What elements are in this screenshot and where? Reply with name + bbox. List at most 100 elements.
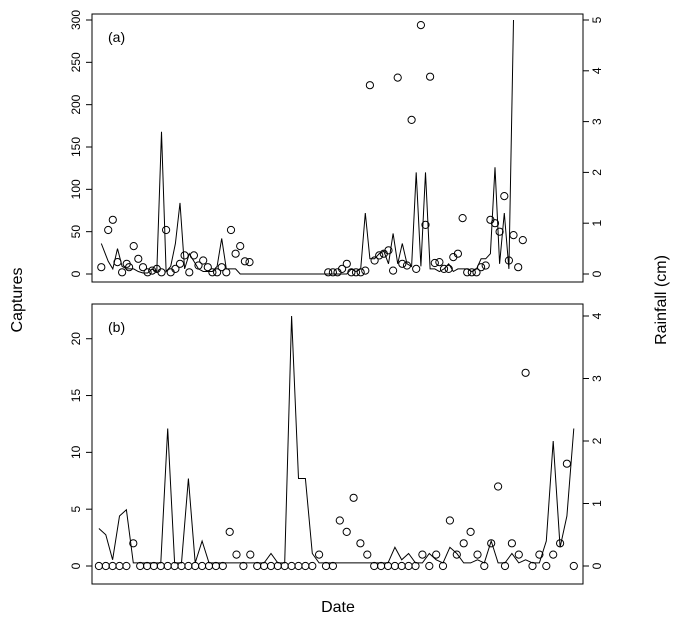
- x-axis-label-date: Date: [321, 599, 355, 616]
- panel-a-capture-point: [500, 192, 509, 201]
- panel-a-capture-point: [138, 263, 148, 272]
- panel-a-capture-point: [375, 251, 384, 260]
- panel-b-capture-point: [370, 561, 379, 571]
- panel-b-capture-point: [198, 561, 207, 571]
- panel-b-capture-point: [101, 561, 110, 571]
- panel-b-left-tick-label: 5: [69, 506, 83, 513]
- panel-a-capture-points: [97, 21, 527, 277]
- panel-a-capture-point: [185, 268, 194, 277]
- panel-b-capture-point: [425, 561, 434, 571]
- panel-a-rainfall-line: [100, 19, 514, 275]
- panel-b-capture-point: [500, 561, 510, 571]
- panel-b-capture-point: [315, 550, 324, 559]
- panel-b-capture-point: [569, 561, 578, 571]
- panel-b-capture-point: [542, 561, 551, 571]
- panel-a-capture-point: [389, 266, 398, 275]
- panel-b-capture-point: [218, 561, 227, 571]
- panel-b-capture-point: [184, 561, 193, 571]
- panel-a-capture-point: [213, 268, 222, 277]
- panel-a-capture-point: [402, 261, 412, 270]
- panel-a-capture-point: [129, 242, 138, 251]
- panel-a-capture-point: [435, 258, 444, 267]
- panel-b-capture-point: [521, 368, 530, 377]
- panel-a-right-tick-label: 1: [590, 220, 604, 227]
- panel-a-left-tick-label: 0: [69, 270, 83, 277]
- panel-a-capture-point: [222, 268, 231, 277]
- panel-a-left-tick-label: 200: [69, 94, 83, 114]
- panel-a-capture-point: [444, 264, 453, 273]
- panel-b-capture-point: [514, 550, 523, 559]
- panel-b-capture-point: [342, 527, 351, 537]
- panel-b-capture-point: [280, 561, 289, 571]
- panel-b-capture-point: [328, 561, 337, 571]
- panel-a-capture-point: [231, 249, 240, 258]
- panel-b-capture-point: [466, 527, 475, 537]
- panel-b-capture-point: [480, 561, 489, 571]
- panel-a-capture-point: [370, 256, 379, 265]
- panel-b-capture-point: [122, 561, 131, 571]
- panel-a-capture-point: [426, 72, 435, 81]
- panel-a-capture-point: [481, 261, 490, 270]
- panel-a-capture-point: [407, 115, 416, 125]
- panel-a-capture-point: [148, 266, 157, 275]
- panel-b-capture-point: [459, 539, 468, 548]
- panel-a-capture-point: [203, 263, 212, 272]
- panel-b-left-axis: 0 5 10 15 20: [69, 332, 93, 569]
- panel-b-capture-point: [232, 550, 241, 559]
- panel-a-capture-point: [171, 264, 180, 273]
- panel-b-capture-point: [156, 561, 165, 571]
- panel-b-capture-point: [411, 561, 420, 571]
- panel-a-capture-point: [208, 268, 217, 277]
- panel-a-capture-point: [342, 259, 351, 268]
- panel-b-capture-point: [528, 561, 537, 571]
- panel-b-capture-point: [177, 561, 186, 571]
- panel-b-right-tick-label: 0: [590, 562, 604, 569]
- panel-b-left-tick-label: 10: [69, 445, 83, 459]
- panel-b-capture-point: [129, 539, 138, 548]
- panel-b-rainfall-path: [98, 315, 575, 564]
- panel-b-capture-point: [432, 550, 441, 559]
- panel-b-capture-point: [452, 550, 461, 559]
- panel-a-left-tick-label: 250: [69, 52, 83, 72]
- panel-a-capture-point: [157, 268, 166, 277]
- panel-b-capture-point: [239, 561, 248, 571]
- panel-a: (a) 0 50 100 150 200 250 300 0 1 2 3 4 5: [69, 10, 604, 283]
- panel-a-capture-point: [125, 263, 134, 272]
- panel-a-capture-point: [421, 220, 430, 229]
- panel-a-capture-point: [236, 242, 245, 251]
- panel-a-capture-point: [162, 225, 171, 235]
- panel-b-capture-point: [136, 561, 145, 571]
- panel-b-capture-point: [108, 561, 117, 571]
- panel-a-capture-point: [458, 214, 467, 223]
- panel-b-capture-point: [225, 527, 234, 537]
- panel-a-left-tick-label: 300: [69, 10, 83, 30]
- panel-a-capture-point: [328, 268, 337, 277]
- panel-b-capture-point: [535, 550, 544, 559]
- panel-a-capture-point: [118, 268, 127, 277]
- panel-a-capture-point: [365, 81, 374, 90]
- panel-a-left-axis: 0 50 100 150 200 250 300: [69, 10, 93, 277]
- panel-a-capture-point: [412, 264, 421, 273]
- panel-b-capture-point: [246, 550, 255, 559]
- panel-b-right-axis: 0 1 2 3 4: [582, 312, 604, 569]
- panel-a-capture-point: [504, 256, 513, 265]
- panel-b-capture-point: [356, 539, 365, 548]
- panel-b-capture-point: [438, 561, 448, 571]
- panel-b-left-tick-label: 15: [69, 389, 83, 403]
- panel-b-right-tick-label: 4: [590, 312, 604, 319]
- panel-a-capture-point: [97, 263, 106, 272]
- panel-b-right-tick-label: 1: [590, 500, 604, 507]
- panel-a-capture-point: [175, 259, 185, 268]
- panel-b-capture-point: [335, 516, 344, 525]
- panel-a-capture-point: [245, 258, 254, 267]
- panel-b: (b) 0 5 10 15 20 0 1 2 3 4: [69, 303, 604, 585]
- panel-b-capture-point: [273, 561, 282, 571]
- panel-b-capture-point: [349, 493, 358, 502]
- panel-a-capture-point: [398, 259, 407, 268]
- panel-a-capture-point: [490, 219, 500, 228]
- panel-a-capture-point: [324, 268, 333, 277]
- panel-b-capture-point: [487, 539, 496, 548]
- panel-b-capture-point: [404, 561, 413, 571]
- panel-a-capture-point: [439, 264, 449, 273]
